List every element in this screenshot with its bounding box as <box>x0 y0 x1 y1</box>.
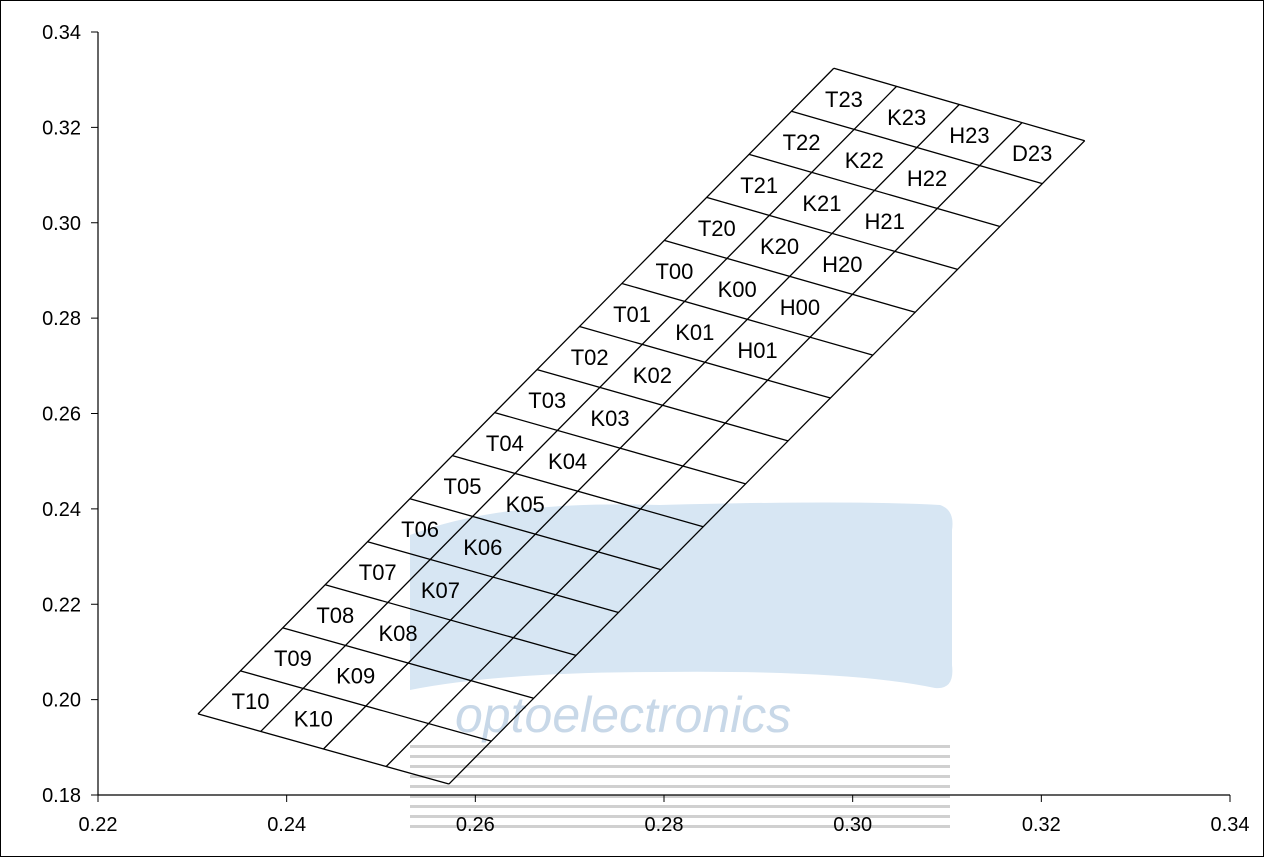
bin-label: K23 <box>887 105 926 130</box>
bin-label: H21 <box>864 209 904 234</box>
bin-label: T04 <box>486 431 524 456</box>
watermark-stripes <box>410 745 950 828</box>
bin-column-line <box>197 67 835 715</box>
bin-column-line <box>448 140 1086 785</box>
bin-label: H00 <box>780 295 820 320</box>
bin-label: D23 <box>1012 141 1052 166</box>
y-tick-label: 0.24 <box>42 499 81 521</box>
bin-label: K06 <box>463 535 502 560</box>
bin-grid <box>197 67 1086 785</box>
bin-label: K01 <box>675 320 714 345</box>
bin-label: K07 <box>421 578 460 603</box>
bin-label: K05 <box>506 492 545 517</box>
bin-label: T02 <box>571 345 609 370</box>
bin-label: T09 <box>274 646 312 671</box>
watermark-logo: optoelectronics <box>410 502 953 828</box>
x-tick-label: 0.22 <box>79 814 118 836</box>
bin-label: T00 <box>655 259 693 284</box>
y-tick-label: 0.30 <box>42 213 81 235</box>
bin-label: H20 <box>822 252 862 277</box>
bin-label: K03 <box>590 406 629 431</box>
bin-label: T10 <box>232 689 270 714</box>
y-tick-label: 0.22 <box>42 594 81 616</box>
x-tick-label: 0.30 <box>833 814 872 836</box>
bin-labels: T23 K23 H23 D23 T22 K22 H22 T21 K21 H21 T20 K20 H20 T… <box>232 87 1053 732</box>
bin-label: H22 <box>907 166 947 191</box>
x-tick-label: 0.24 <box>267 814 306 836</box>
bin-label: T07 <box>359 560 397 585</box>
bin-label: K04 <box>548 449 587 474</box>
y-tick-label: 0.34 <box>42 22 81 44</box>
bin-label: T22 <box>783 130 821 155</box>
y-tick-label: 0.32 <box>42 117 81 139</box>
bin-label: T06 <box>401 517 439 542</box>
bin-label: K22 <box>845 148 884 173</box>
y-tick-label: 0.26 <box>42 404 81 426</box>
bin-column-line <box>322 104 960 750</box>
x-tick-label: 0.26 <box>456 814 495 836</box>
bin-label: K20 <box>760 234 799 259</box>
bin-column-line <box>385 122 1023 767</box>
bin-label: T03 <box>528 388 566 413</box>
x-tick-label: 0.28 <box>645 814 684 836</box>
bin-column-line <box>260 85 897 732</box>
x-tick-label: 0.32 <box>1022 814 1061 836</box>
bin-label: T01 <box>613 302 651 327</box>
bin-label: K08 <box>378 621 417 646</box>
bin-label: T08 <box>316 603 354 628</box>
bin-label: H23 <box>949 123 989 148</box>
bin-label: T20 <box>698 216 736 241</box>
watermark-banner <box>410 502 953 690</box>
bin-label: K10 <box>294 707 333 732</box>
y-tick-label: 0.20 <box>42 690 81 712</box>
x-tick-label: 0.34 <box>1211 814 1250 836</box>
bin-label: K02 <box>633 363 672 388</box>
watermark-text: optoelectronics <box>455 687 791 743</box>
y-tick-label: 0.18 <box>42 785 81 807</box>
bin-label: K00 <box>718 277 757 302</box>
bin-label: K09 <box>336 664 375 689</box>
axes: 0.22 0.24 0.26 0.28 0.30 0.32 0.34 0.18 0.20 0.22… <box>42 22 1249 836</box>
bin-label: H01 <box>737 338 777 363</box>
bin-label: T23 <box>825 87 863 112</box>
y-tick-label: 0.28 <box>42 308 81 330</box>
bin-label: T21 <box>740 173 778 198</box>
bin-label: K21 <box>802 191 841 216</box>
bin-label: T05 <box>444 474 482 499</box>
